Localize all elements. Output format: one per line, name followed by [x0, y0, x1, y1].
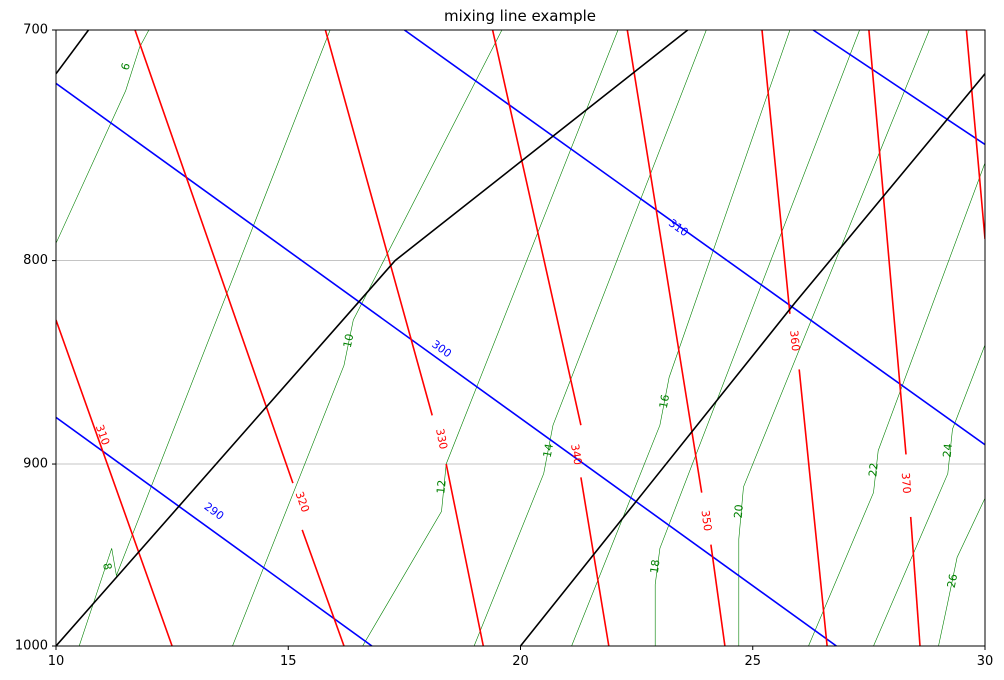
- mixing-line-label-6: 6: [118, 61, 133, 72]
- moist-adiabat-8: [710, 544, 726, 646]
- mixing-line-4: [473, 30, 707, 646]
- grid-lines: [56, 29, 985, 647]
- moist-adiabat-7: [626, 30, 703, 493]
- mixing-line-8: [808, 162, 985, 646]
- mixing-line-label-20: 20: [732, 504, 746, 519]
- x-tick-label-10: 10: [48, 654, 65, 669]
- moist-adiabat-12: [909, 516, 921, 646]
- moist-adiabat-10: [798, 369, 828, 646]
- x-tick-label-15: 15: [280, 654, 297, 669]
- axis-ticks: 10 15 20 25 30 700 800 900 1000: [15, 23, 993, 670]
- mixing-line-0: [56, 30, 150, 244]
- mixing-line-6: [654, 30, 860, 646]
- y-tick-label-900: 900: [23, 457, 48, 472]
- moist-adiabat-label-330: 330: [433, 427, 450, 450]
- mixing-line-3: [362, 30, 619, 646]
- mixing-line-label-18: 18: [648, 559, 663, 575]
- mixing-line-10: [938, 498, 985, 646]
- mixing-line-2: [232, 30, 503, 646]
- moist-adiabat-label-360: 360: [787, 330, 802, 352]
- mixing-line-7: [738, 30, 930, 646]
- moist-adiabat-label-350: 350: [698, 509, 714, 532]
- mixing-line-5: [571, 30, 791, 646]
- moist-adiabat-1: [134, 30, 294, 484]
- mixing-line-1: [78, 30, 331, 646]
- mixing-line-label-8: 8: [100, 562, 114, 571]
- dry-adiabat-1: [56, 82, 837, 646]
- mixing-line-label-10: 10: [341, 333, 357, 349]
- moist-adiabat-label-340: 340: [568, 443, 584, 466]
- x-tick-label-30: 30: [977, 654, 994, 669]
- moist-adiabat-5: [491, 30, 582, 426]
- mixing-line-9: [873, 344, 985, 646]
- y-tick-label-1000: 1000: [15, 639, 48, 654]
- plot-lines: [56, 30, 985, 646]
- moist-adiabat-13: [965, 30, 985, 239]
- x-tick-label-20: 20: [512, 654, 529, 669]
- moist-adiabat-label-310: 310: [93, 423, 112, 447]
- moist-adiabat-2: [301, 529, 345, 646]
- dry-adiabat-2: [403, 30, 985, 446]
- moist-adiabat-label-370: 370: [899, 472, 913, 494]
- isotherm-0: [56, 30, 689, 646]
- y-tick-label-700: 700: [23, 23, 48, 38]
- mixing-line-label-22: 22: [866, 462, 880, 477]
- dry-adiabat-3: [812, 30, 985, 146]
- mixing-line-label-14: 14: [541, 443, 556, 459]
- x-tick-label-25: 25: [744, 654, 761, 669]
- chart-title: mixing line example: [444, 7, 596, 25]
- isotherm-2: [519, 73, 985, 646]
- isotherm-1: [56, 30, 90, 75]
- moist-adiabat-0: [56, 319, 173, 646]
- moist-adiabat-11: [868, 30, 907, 455]
- mixing-line-label-16: 16: [657, 393, 672, 409]
- moist-adiabat-9: [761, 30, 791, 314]
- moist-adiabat-label-320: 320: [293, 490, 312, 514]
- moist-adiabat-6: [580, 477, 610, 646]
- dry-adiabat-label-290: 290: [202, 500, 227, 523]
- plot-frame: [55, 29, 986, 647]
- mixing-line-label-12: 12: [434, 479, 448, 494]
- dry-adiabat-label-300: 300: [429, 338, 454, 361]
- contour-labels: 6810121416182022242629030031031032033034…: [93, 61, 960, 589]
- y-tick-label-800: 800: [23, 253, 48, 268]
- moist-adiabat-4: [445, 463, 485, 646]
- moist-adiabat-3: [324, 30, 433, 416]
- mixing-line-label-26: 26: [945, 573, 961, 589]
- mixing-line-label-24: 24: [941, 443, 955, 458]
- dry-adiabat-0: [56, 416, 373, 646]
